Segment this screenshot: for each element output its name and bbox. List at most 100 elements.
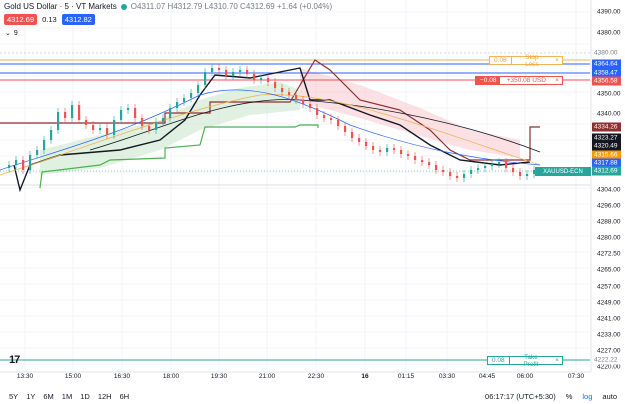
candle-body: [176, 102, 179, 108]
log-toggle[interactable]: log: [582, 391, 593, 401]
cloud-green: [40, 82, 300, 175]
close-icon[interactable]: ×: [555, 357, 559, 364]
chevron-down-icon: ⌄: [5, 30, 11, 37]
candle-body: [512, 168, 515, 172]
candle-body: [197, 85, 200, 93]
price-tick: 4257.00: [597, 283, 621, 291]
candle-body: [8, 165, 11, 168]
percent-toggle[interactable]: %: [565, 391, 573, 401]
candle-body: [225, 70, 228, 76]
candle-body: [134, 108, 137, 118]
candle-body: [505, 162, 508, 168]
position-pnl: +350.08 USD: [506, 77, 546, 84]
auto-toggle[interactable]: auto: [602, 391, 617, 401]
candle-body: [288, 92, 291, 95]
candle-body: [120, 110, 123, 120]
candle-body: [519, 172, 522, 176]
price-tick: 4304.00: [597, 186, 621, 194]
candle-body: [246, 70, 249, 74]
price-tick: 4233.00: [597, 331, 621, 339]
symbol-price-tag: XAUUSD-ECN: [535, 167, 591, 176]
candle-body: [64, 112, 67, 118]
take-profit-text: Take Profit: [523, 353, 539, 368]
clock[interactable]: 06:17:17 (UTC+5:30): [485, 391, 556, 401]
time-tick: 19:30: [210, 373, 228, 380]
timeframe-6m[interactable]: 6M: [43, 391, 54, 401]
time-tick: 21:00: [258, 373, 276, 380]
time-tick: 15:00: [64, 373, 82, 380]
green-step-line: [39, 124, 319, 189]
candle-body: [498, 162, 501, 164]
take-profit-label[interactable]: 0.08 Take Profit ×: [487, 353, 563, 368]
candle-body: [267, 78, 270, 82]
stop-loss-label[interactable]: 0.08 Stop Loss ×: [489, 53, 563, 68]
timeframe-6h[interactable]: 6H: [119, 391, 130, 401]
candle-body: [155, 122, 158, 130]
candle-body: [218, 68, 221, 70]
timeframe-1y[interactable]: 1Y: [26, 391, 36, 401]
price-tick: 4280.00: [597, 234, 621, 242]
candle-body: [393, 148, 396, 150]
time-tick: 16:30: [113, 373, 131, 380]
candle-body: [50, 130, 53, 140]
price-tick: 4272.50: [597, 250, 621, 258]
candle-body: [36, 150, 39, 155]
candle-body: [323, 115, 326, 118]
timeframe-1d[interactable]: 1D: [80, 391, 90, 401]
candle-body: [533, 170, 536, 174]
candle-body: [169, 108, 172, 118]
price-tick: 4265.00: [597, 266, 621, 274]
price-tag: 4334.26: [592, 122, 621, 132]
candle-body: [428, 162, 431, 165]
candle-body: [141, 118, 144, 126]
symbol-title[interactable]: Gold US Dollar · 5 · VT Markets: [4, 2, 117, 11]
timeframe-5y[interactable]: 5Y: [9, 391, 19, 401]
time-tick: 03:30: [438, 373, 456, 380]
price-tag: 4312.69: [592, 166, 621, 176]
candle-body: [127, 108, 130, 110]
candle-body: [190, 93, 193, 98]
close-icon[interactable]: ×: [555, 77, 559, 84]
timeframe-1m[interactable]: 1M: [61, 391, 73, 401]
price-tick: 4227.00: [597, 347, 621, 355]
candle-body: [148, 126, 151, 130]
ma-line: [89, 99, 541, 153]
tradingview-logo[interactable]: 17: [9, 354, 20, 366]
candle-body: [29, 155, 32, 170]
candle-body: [421, 160, 424, 162]
price-tag: 4356.58: [592, 76, 621, 86]
candle-body: [281, 88, 284, 92]
price-tick: 4350.00: [597, 90, 621, 98]
buy-button[interactable]: 4312.82: [61, 14, 95, 25]
indicators-count: 9: [13, 29, 18, 37]
candle-body: [435, 165, 438, 170]
sell-button[interactable]: 4312.69: [4, 14, 38, 25]
candle-body: [57, 112, 60, 130]
candle-body: [526, 174, 529, 176]
time-axis[interactable]: 13:30 15:00 16:30 18:00 19:30 21:00 22:30 16 01:…: [0, 373, 590, 385]
candle-body: [351, 132, 354, 138]
position-label[interactable]: −0.08 +350.08 USD ×: [475, 76, 563, 85]
take-profit-qty: 0.08: [488, 357, 510, 364]
candle-body: [449, 172, 452, 176]
candle-body: [302, 100, 305, 104]
price-tag: 4317.88: [592, 158, 621, 168]
price-axis[interactable]: 4390.004380.004370.004350.004340.004304.…: [591, 0, 625, 378]
ma-line: [0, 94, 541, 176]
candle-body: [344, 126, 347, 132]
indicators-toggle[interactable]: ⌄ 9: [5, 29, 18, 38]
candle-body: [365, 142, 368, 146]
candle-body: [239, 70, 242, 72]
candle-body: [386, 148, 389, 152]
time-tick: 13:30: [16, 373, 34, 380]
stop-loss-text: Stop Loss: [525, 53, 539, 68]
candle-body: [22, 160, 25, 170]
time-tick: 01:15: [397, 373, 415, 380]
price-tag: 4358.47: [592, 68, 621, 78]
candle-body: [456, 176, 459, 178]
price-tick: 4220.00: [597, 363, 621, 371]
timeframe-12h[interactable]: 12H: [97, 391, 112, 401]
candle-body: [372, 146, 375, 150]
price-tick: 4390.00: [597, 8, 621, 16]
close-icon[interactable]: ×: [555, 57, 559, 64]
